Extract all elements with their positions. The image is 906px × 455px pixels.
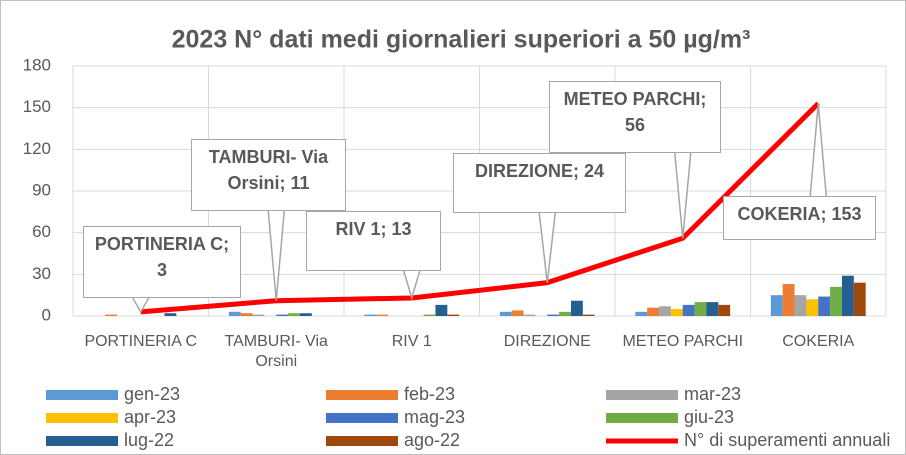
- callout-pointer: [538, 212, 556, 283]
- bar: [706, 302, 719, 316]
- bar: [240, 313, 253, 316]
- legend-label: mag-23: [404, 407, 465, 427]
- legend-swatch: [46, 436, 118, 446]
- bar: [376, 314, 389, 316]
- legend-label: giu-23: [684, 407, 734, 427]
- data-label: COKERIA; 153: [723, 196, 876, 240]
- bar: [164, 313, 177, 316]
- bar: [818, 296, 831, 316]
- bar: [770, 295, 783, 316]
- y-tick-label: 60: [32, 222, 51, 241]
- legend-label: ago-22: [404, 430, 460, 450]
- data-label: TAMBURI- Via Orsini; 11: [191, 139, 346, 211]
- data-label: METEO PARCHI; 56: [549, 81, 721, 153]
- bar: [670, 309, 683, 316]
- callout-pointer: [132, 297, 150, 314]
- y-tick-label: 180: [23, 55, 51, 74]
- bar: [718, 304, 731, 316]
- y-tick-label: 30: [32, 264, 51, 283]
- y-tick-label: 90: [32, 180, 51, 199]
- bar: [830, 286, 842, 316]
- bar: [276, 314, 289, 316]
- callout-pointer: [674, 152, 692, 239]
- x-tick-label: TAMBURI- Via Orsini: [224, 333, 328, 370]
- bar: [299, 313, 312, 316]
- callout-pointer: [403, 270, 421, 301]
- bar: [853, 282, 866, 316]
- bar: [288, 313, 300, 316]
- bar: [228, 311, 241, 316]
- bar: [447, 314, 460, 316]
- bar: [635, 311, 648, 316]
- bar: [105, 314, 118, 316]
- bar: [806, 299, 819, 316]
- callout-pointer: [267, 210, 285, 301]
- legend-label: feb-23: [404, 384, 455, 404]
- x-tick-label: RIV 1: [391, 333, 432, 350]
- y-tick-label: 0: [42, 305, 51, 324]
- data-label: PORTINERIA C; 3: [83, 226, 241, 298]
- x-tick-label: PORTINERIA C: [84, 333, 198, 350]
- bar: [559, 311, 571, 316]
- legend-label: apr-23: [124, 407, 176, 427]
- legend-swatch: [46, 413, 118, 423]
- data-label: DIREZIONE; 24: [453, 153, 626, 213]
- bar: [523, 314, 536, 316]
- bar: [547, 314, 560, 316]
- bar: [794, 295, 807, 316]
- y-tick-label: 150: [23, 97, 51, 116]
- legend-swatch: [326, 436, 398, 446]
- legend-label: lug-22: [124, 430, 174, 450]
- bar: [694, 302, 707, 316]
- line-series: [140, 101, 821, 315]
- legend-label: mar-23: [684, 384, 741, 404]
- legend-swatch: [326, 390, 398, 400]
- legend-swatch: [46, 390, 118, 400]
- x-tick-label: METEO PARCHI: [622, 333, 744, 350]
- legend-label: N° di superamenti annuali: [684, 430, 890, 450]
- bar: [659, 306, 671, 316]
- callout-pointer: [809, 103, 827, 197]
- bar: [511, 310, 524, 316]
- chart-title: 2023 N° dati medi giornalieri superiori …: [172, 26, 751, 54]
- bar: [364, 314, 377, 316]
- data-label: RIV 1; 13: [306, 211, 441, 271]
- x-tick-label: COKERIA: [782, 333, 855, 350]
- y-tick-label: 120: [23, 139, 51, 158]
- bar: [841, 275, 854, 316]
- legend-swatch: [606, 390, 678, 400]
- legend-swatch: [606, 413, 678, 423]
- bar: [582, 314, 595, 316]
- bar: [499, 311, 512, 316]
- bar: [423, 314, 436, 316]
- bar: [435, 304, 448, 316]
- bar: [647, 307, 660, 316]
- legend-swatch: [326, 413, 398, 423]
- x-tick-label: DIREZIONE: [503, 333, 591, 350]
- bar: [252, 314, 265, 316]
- bar: [570, 300, 583, 316]
- legend-label: gen-23: [124, 384, 180, 404]
- bar: [782, 284, 795, 316]
- bar: [682, 304, 695, 316]
